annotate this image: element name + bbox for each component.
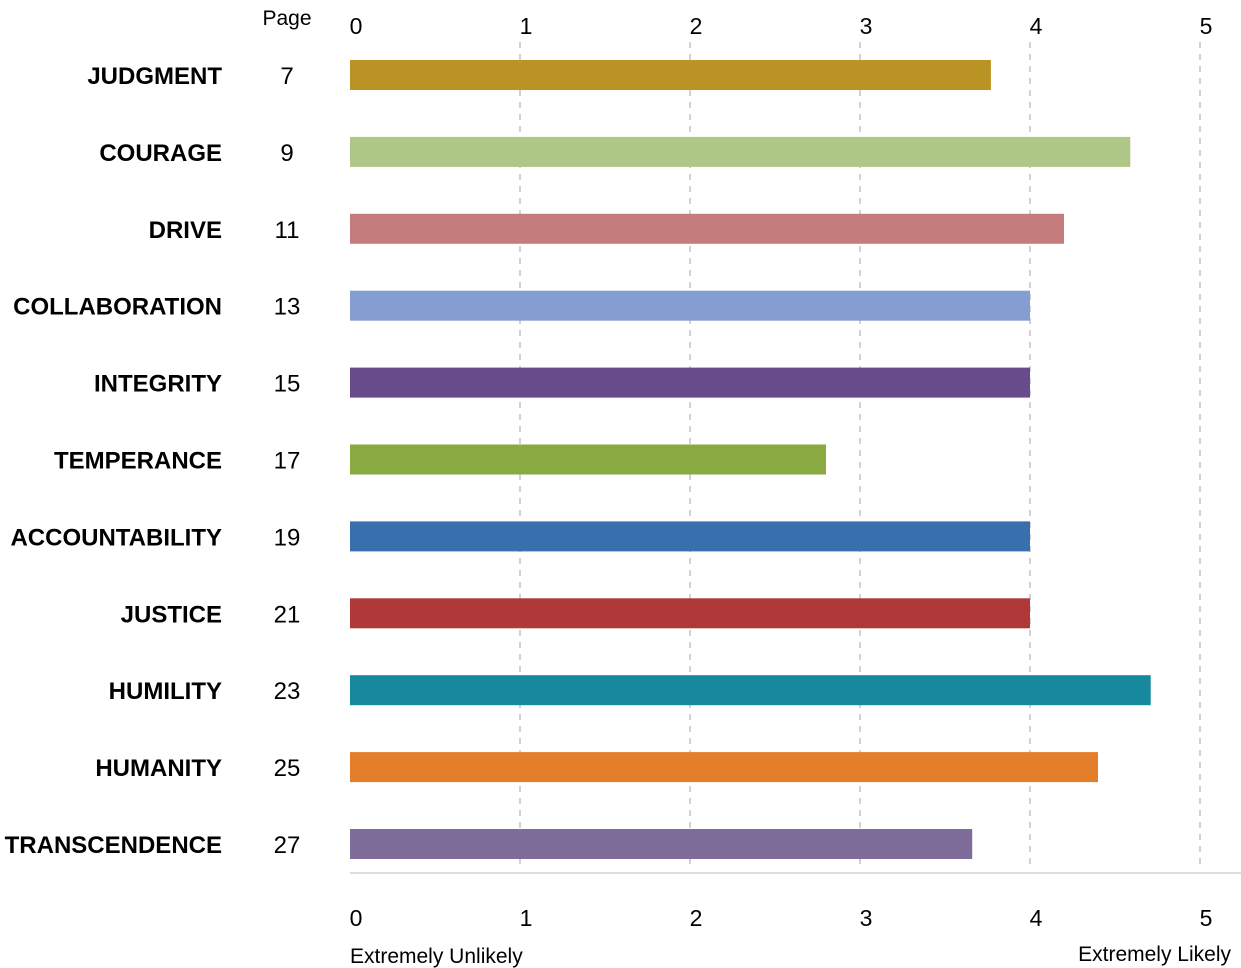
category-label-courage: COURAGE bbox=[99, 140, 222, 167]
category-label-accountability: ACCOUNTABILITY bbox=[10, 524, 222, 551]
category-label-transcendence: TRANSCENDENCE bbox=[5, 832, 222, 859]
x-tick-bottom-0: 0 bbox=[350, 905, 363, 931]
x-tick-bottom-5: 5 bbox=[1200, 905, 1213, 931]
x-axis-min-label: Extremely Unlikely bbox=[350, 945, 523, 968]
x-tick-top-3: 3 bbox=[860, 13, 873, 39]
bar-transcendence bbox=[350, 829, 973, 859]
bar-courage bbox=[350, 136, 1131, 167]
page-number-justice: 21 bbox=[274, 601, 301, 628]
category-label-humility: HUMILITY bbox=[109, 678, 222, 705]
category-labels: JUDGMENT COURAGE DRIVE COLLABORATION INTEGRI… bbox=[5, 63, 223, 859]
x-tick-bottom-1: 1 bbox=[520, 905, 533, 931]
x-tick-top-4: 4 bbox=[1030, 13, 1043, 39]
bar-collaboration bbox=[350, 290, 1030, 321]
x-tick-top-0: 0 bbox=[350, 13, 363, 39]
axes: Extremely Unlikely Extremely Likely 0 0 1 1… bbox=[350, 13, 1241, 968]
bar-justice bbox=[350, 598, 1030, 629]
page-labels: Page 7 9 11 13 15 17 19 21 23 25 27 bbox=[262, 7, 311, 859]
category-label-collaboration: COLLABORATION bbox=[13, 294, 222, 321]
category-label-justice: JUSTICE bbox=[121, 601, 222, 628]
x-tick-bottom-2: 2 bbox=[690, 905, 703, 931]
page-number-transcendence: 27 bbox=[274, 832, 301, 859]
x-tick-top-1: 1 bbox=[520, 13, 533, 39]
page-number-courage: 9 bbox=[280, 140, 293, 167]
x-tick-top-5: 5 bbox=[1200, 13, 1213, 39]
category-label-humanity: HUMANITY bbox=[95, 755, 222, 782]
category-label-temperance: TEMPERANCE bbox=[54, 448, 222, 475]
category-label-drive: DRIVE bbox=[149, 217, 222, 244]
x-tick-bottom-4: 4 bbox=[1030, 905, 1043, 931]
page-column-header: Page bbox=[262, 7, 311, 30]
x-tick-top-2: 2 bbox=[690, 13, 703, 39]
category-label-judgment: JUDGMENT bbox=[87, 63, 222, 90]
bar-accountability bbox=[350, 521, 1030, 552]
category-label-integrity: INTEGRITY bbox=[94, 371, 222, 398]
page-number-judgment: 7 bbox=[280, 63, 293, 90]
grid-lines bbox=[519, 42, 1201, 870]
page-number-temperance: 17 bbox=[274, 448, 301, 475]
page-number-humility: 23 bbox=[274, 678, 301, 705]
bar-humanity bbox=[350, 752, 1098, 783]
page-number-collaboration: 13 bbox=[274, 294, 301, 321]
bar-judgment bbox=[350, 60, 991, 90]
bars bbox=[350, 60, 1151, 859]
page-number-accountability: 19 bbox=[274, 524, 301, 551]
x-tick-bottom-3: 3 bbox=[860, 905, 873, 931]
page-number-drive: 11 bbox=[275, 217, 300, 244]
bar-drive bbox=[350, 213, 1064, 244]
x-axis-max-label: Extremely Likely bbox=[1078, 943, 1231, 966]
bar-temperance bbox=[350, 444, 826, 475]
bar-integrity bbox=[350, 367, 1030, 398]
bar-humility bbox=[350, 675, 1151, 706]
page-number-integrity: 15 bbox=[274, 371, 301, 398]
page-number-humanity: 25 bbox=[274, 755, 301, 782]
